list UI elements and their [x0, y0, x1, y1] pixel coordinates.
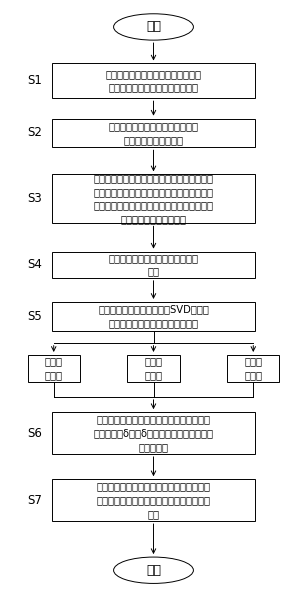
- Ellipse shape: [114, 14, 193, 40]
- Text: S5: S5: [28, 310, 42, 323]
- Text: 将两组点云处理得到的特征值做比对，创建
相似度函数δ，取δ值最小的一组点作为张量
配准的结果: 将两组点云处理得到的特征值做比对，创建 相似度函数δ，取δ值最小的一组点作为张量…: [94, 415, 213, 452]
- Text: S4: S4: [28, 258, 42, 271]
- Text: S3: S3: [28, 192, 42, 205]
- Text: 结束: 结束: [146, 564, 161, 577]
- Text: 棒张量
显著性: 棒张量 显著性: [45, 356, 63, 380]
- Text: 开始: 开始: [146, 20, 161, 34]
- Text: S7: S7: [28, 494, 42, 507]
- FancyBboxPatch shape: [52, 479, 255, 521]
- Text: 获取目标物体的两组点云数据，一组
作为原始点云，一组作为目标点云: 获取目标物体的两组点云数据，一组 作为原始点云，一组作为目标点云: [106, 69, 201, 93]
- FancyBboxPatch shape: [28, 355, 80, 382]
- FancyBboxPatch shape: [52, 412, 255, 454]
- Text: 两组点云数据进行预处理，采用半
径滤波的方法滤除噪声: 两组点云数据进行预处理，采用半 径滤波的方法滤除噪声: [108, 121, 199, 145]
- FancyBboxPatch shape: [52, 174, 255, 223]
- Ellipse shape: [114, 557, 193, 583]
- FancyBboxPatch shape: [52, 302, 255, 331]
- Text: 将编码后的两组点云数据进行张量
投票: 将编码后的两组点云数据进行张量 投票: [108, 253, 199, 277]
- Text: 将预处理之后的两组点云数据进行张量编码，
根据两组点云数据中已知的位置信息，将输入
数据的两组点云数据分别表示为一系列稀疏张
量，由正定对称矩阵表示: 将预处理之后的两组点云数据进行张量编码， 根据两组点云数据中已知的位置信息，将输…: [94, 174, 213, 224]
- Text: 板张量
显著性: 板张量 显著性: [145, 356, 162, 380]
- Text: S1: S1: [28, 74, 42, 87]
- FancyBboxPatch shape: [127, 355, 180, 382]
- FancyBboxPatch shape: [52, 119, 255, 147]
- Text: S2: S2: [28, 126, 42, 140]
- FancyBboxPatch shape: [227, 355, 279, 382]
- Text: 球张量
显著性: 球张量 显著性: [244, 356, 262, 380]
- FancyBboxPatch shape: [52, 252, 255, 278]
- Text: S6: S6: [28, 426, 42, 440]
- Text: 两组点云的特征数学化表示，计算两组点云
特征矩阵的数学关系，得到旋转矩阵和平移
向量: 两组点云的特征数学化表示，计算两组点云 特征矩阵的数学关系，得到旋转矩阵和平移 …: [96, 482, 211, 519]
- Text: 投票完成后对张量矩阵进行SVD分解，
得到的两组点云的特征数学化表示: 投票完成后对张量矩阵进行SVD分解， 得到的两组点云的特征数学化表示: [98, 304, 209, 328]
- FancyBboxPatch shape: [52, 63, 255, 98]
